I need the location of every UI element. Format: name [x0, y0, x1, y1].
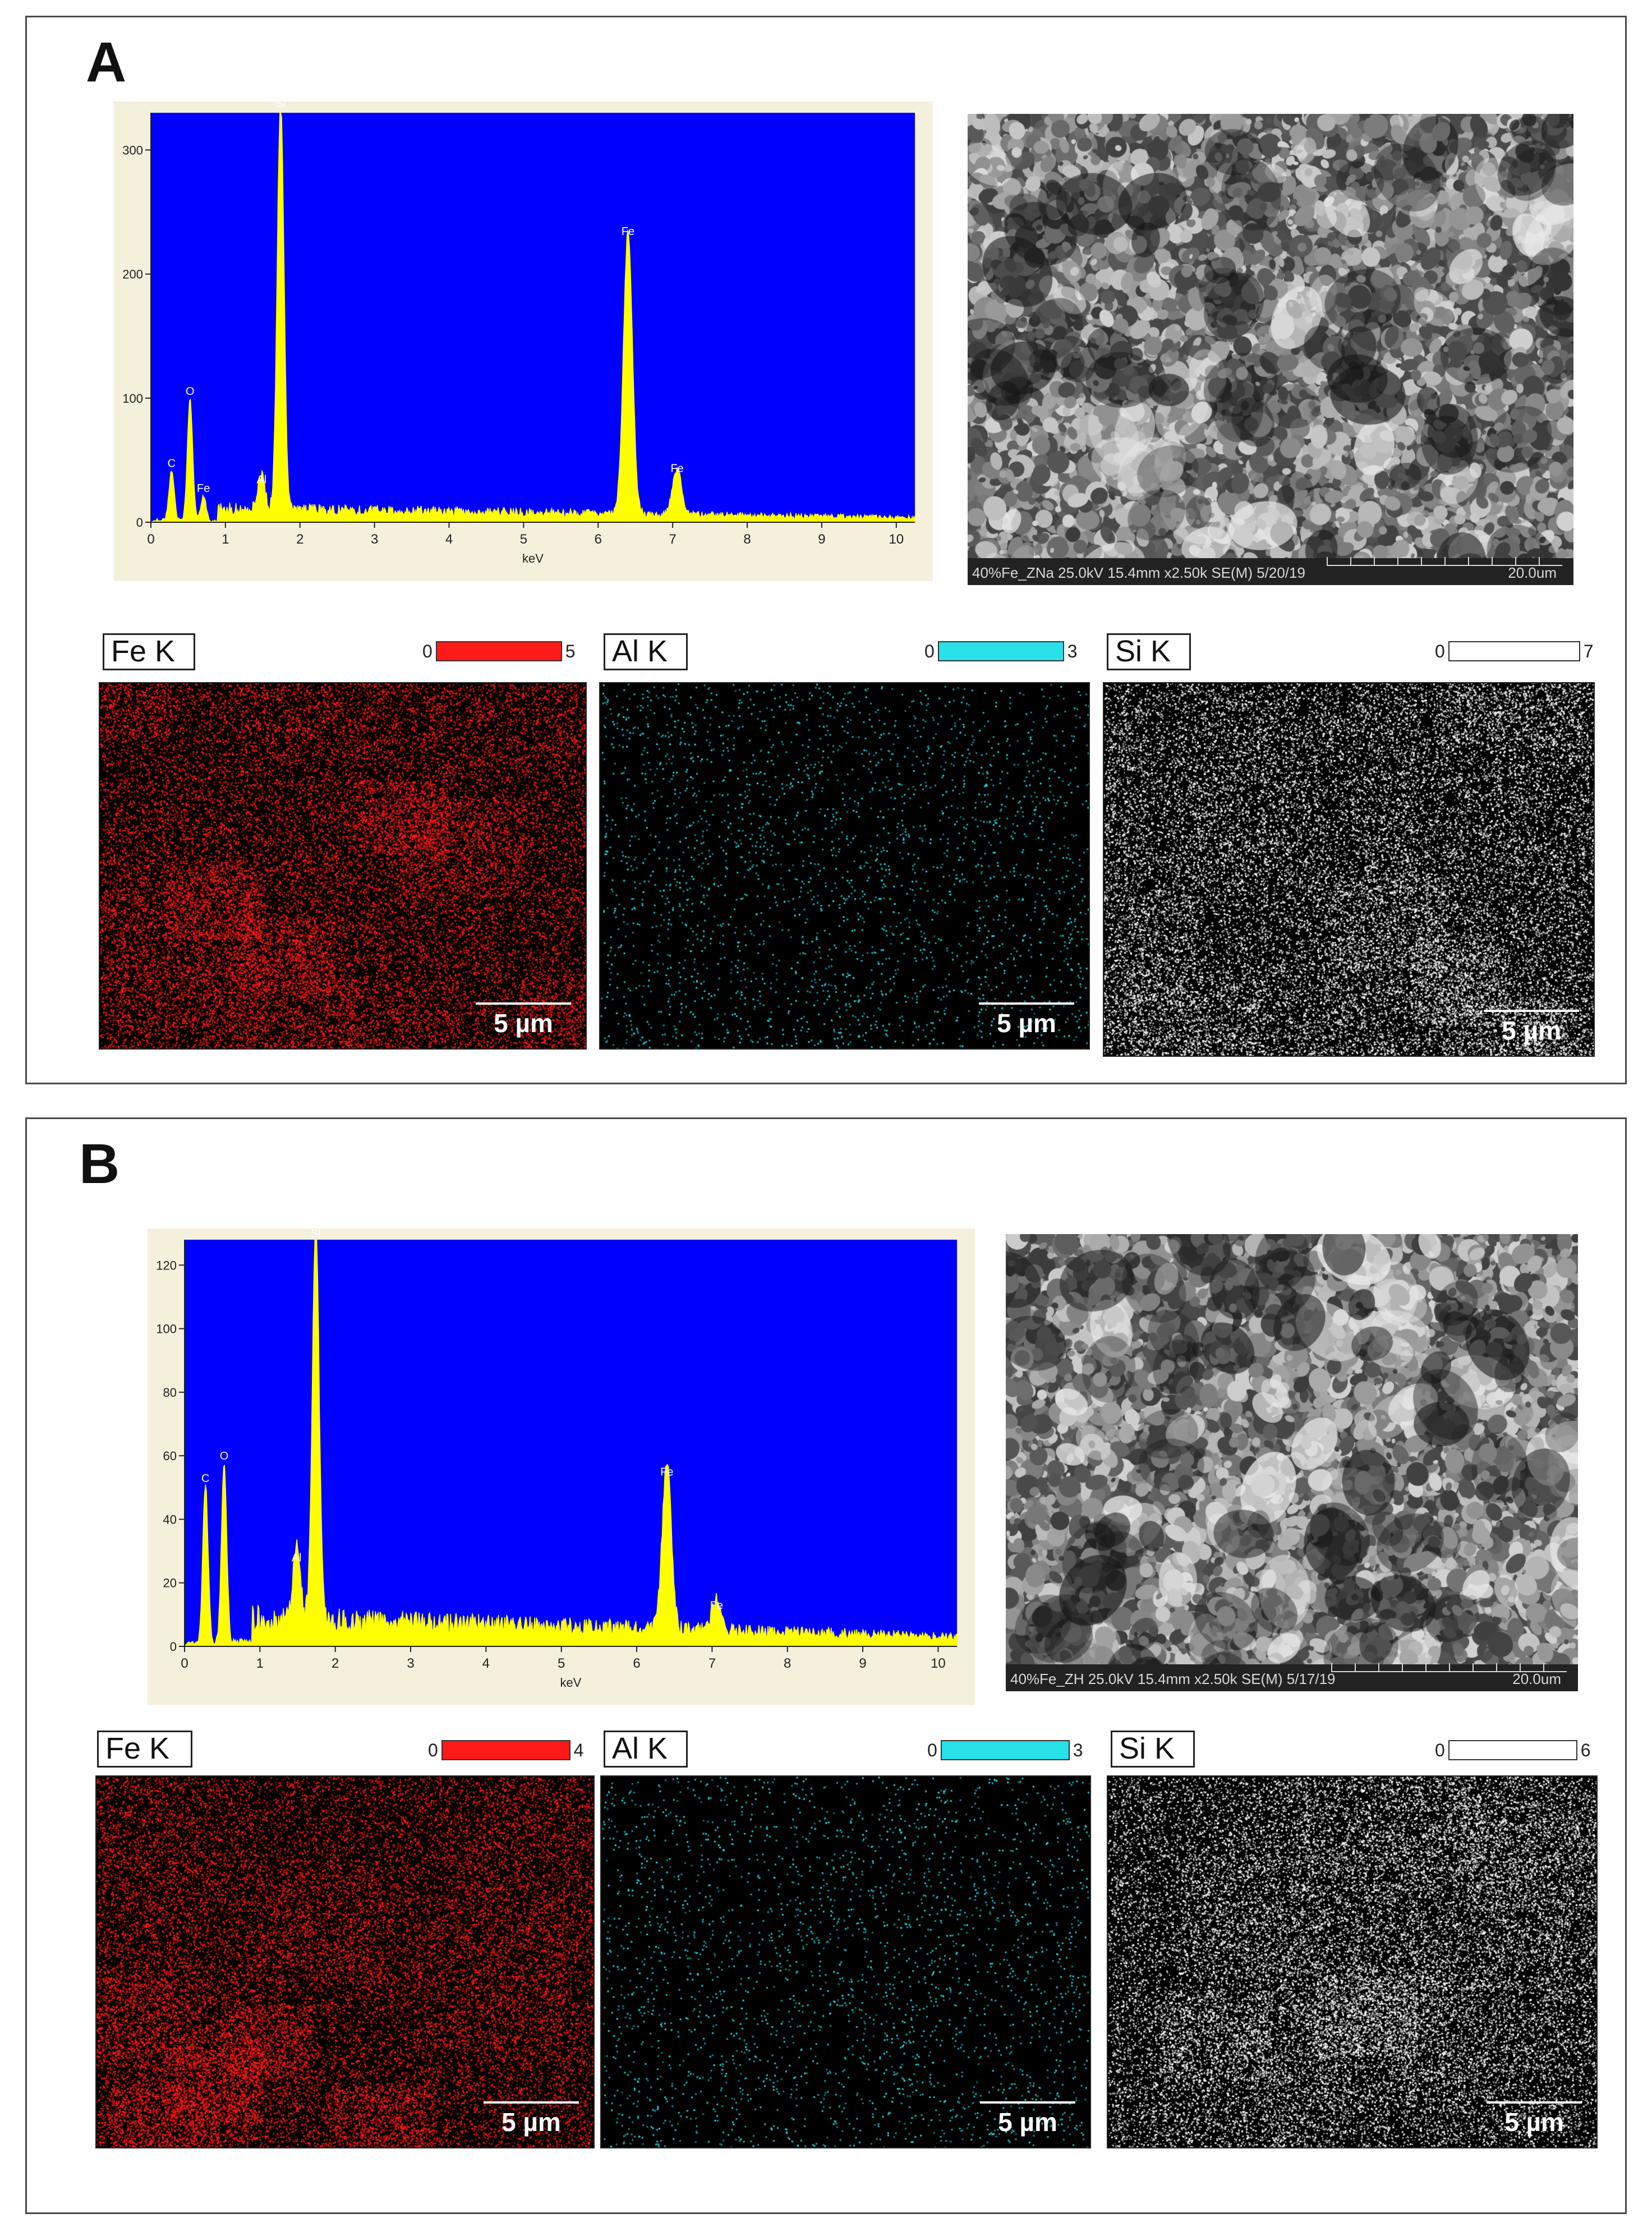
map-title-al: Al K [604, 633, 688, 670]
peak-label: Al [292, 1552, 302, 1564]
x-tick-label: 5 [520, 532, 527, 547]
sem-scale-label: 20.0um [1512, 1671, 1561, 1687]
map-title-fe: Fe K [103, 633, 195, 670]
peak-label: O [186, 385, 195, 398]
map-colorbar-si: 0 7 [1435, 641, 1594, 661]
map-colorbar-al: 0 3 [924, 641, 1078, 661]
sem-image: 40%Fe_ZH 25.0kV 15.4mm x2.50k SE(M) 5/17… [1006, 1234, 1578, 1691]
peak-label: C [201, 1472, 209, 1485]
x-tick-label: 10 [931, 1656, 946, 1671]
sem-info-text: 40%Fe_ZH 25.0kV 15.4mm x2.50k SE(M) 5/17… [1010, 1671, 1336, 1687]
elemental-map-al: 5 µm [599, 682, 1090, 1050]
sem-scale-ticks [1327, 557, 1562, 566]
x-tick-label: 10 [889, 532, 904, 547]
peak-label: Fe [710, 1599, 723, 1612]
spectrum-series [183, 1239, 958, 1647]
map-title-si: Si K [1107, 633, 1191, 670]
y-tick-label: 20 [163, 1576, 177, 1590]
x-tick-label: 4 [445, 532, 453, 547]
elemental-map-si: 5 µm [1107, 1775, 1598, 2148]
sem-scale-ticks [1331, 1663, 1567, 1672]
elemental-map-fe: 5 µm [99, 682, 587, 1050]
x-tick-label: 7 [708, 1656, 716, 1671]
peak-label: Si [311, 1228, 321, 1240]
map-title-fe: Fe K [97, 1731, 192, 1768]
elemental-map-si: 5 µm [1103, 682, 1595, 1057]
x-tick-label: 1 [222, 532, 229, 547]
map-scale-bar: 5 µm [1487, 2101, 1582, 2137]
map-scale-bar: 5 µm [980, 2101, 1075, 2137]
map-scale-bar: 5 µm [979, 1002, 1074, 1038]
peak-label: Si [275, 98, 286, 110]
panel-label: B [79, 1133, 120, 1195]
colorbar-fill [937, 641, 1064, 661]
x-tick-label: 2 [296, 532, 303, 547]
x-tick-label: 1 [256, 1656, 264, 1671]
map-scale-bar: 5 µm [484, 2101, 579, 2137]
x-tick-label: 8 [784, 1656, 791, 1671]
x-tick-label: 6 [633, 1656, 640, 1671]
colorbar-fill [441, 1740, 570, 1760]
y-tick-label: 40 [163, 1512, 177, 1526]
y-tick-label: 200 [122, 268, 143, 282]
peak-label: Al [257, 473, 267, 486]
map-colorbar-al: 0 3 [927, 1740, 1083, 1760]
x-tick-label: 0 [181, 1656, 188, 1671]
peak-label: Fe [622, 226, 634, 238]
y-tick-label: 80 [163, 1386, 177, 1400]
y-tick-label: 60 [163, 1449, 177, 1463]
x-tick-label: 9 [818, 532, 825, 547]
x-tick-label: 5 [558, 1656, 565, 1671]
colorbar-fill [1448, 1740, 1577, 1760]
x-axis-label: keV [522, 551, 544, 565]
map-title-si: Si K [1111, 1731, 1195, 1768]
x-tick-label: 3 [407, 1656, 414, 1671]
eds-spectrum: C O Al Si Fe Fe 0 1 2 3 4 5 6 7 8 9 10 keV 0 20 40 60 80 100 120 [148, 1228, 975, 1705]
elemental-map-al: 5 µm [600, 1775, 1091, 2148]
x-axis-label: keV [560, 1676, 582, 1690]
elemental-map-fe: 5 µm [95, 1775, 595, 2148]
y-tick-label: 100 [122, 392, 143, 406]
plot-area [151, 113, 915, 522]
y-tick-label: 300 [122, 143, 143, 157]
x-tick-label: 3 [371, 532, 378, 547]
x-tick-label: 4 [482, 1656, 490, 1671]
panel-b: B C O Al Si Fe Fe 0 1 2 3 4 5 6 7 8 9 10 keV 0 20 40 60 80 100 1… [25, 1117, 1627, 2214]
map-title-al: Al K [604, 1731, 688, 1768]
peak-label: O [220, 1450, 229, 1462]
x-tick-label: 0 [147, 532, 154, 547]
colorbar-fill [1448, 641, 1580, 661]
map-colorbar-fe: 0 5 [422, 641, 576, 661]
map-colorbar-fe: 0 4 [428, 1740, 584, 1760]
panel-label: A [86, 31, 127, 94]
y-tick-label: 120 [156, 1258, 177, 1272]
eds-spectrum: C O Fe Al Si Fe Fe 0 1 2 3 4 5 6 7 8 9 10 keV 0 100 200 300 [114, 98, 933, 581]
y-tick-label: 0 [136, 516, 143, 530]
x-tick-label: 6 [595, 532, 602, 547]
x-tick-label: 7 [669, 532, 676, 547]
sem-info-text: 40%Fe_ZNa 25.0kV 15.4mm x2.50k SE(M) 5/2… [972, 564, 1305, 581]
map-colorbar-si: 0 6 [1435, 1740, 1591, 1760]
sem-scale-label: 20.0um [1508, 564, 1557, 581]
panel-a: A C O Fe Al Si Fe Fe 0 1 2 3 4 5 6 7 8 9 10 keV 0 100 200 300 … [25, 16, 1627, 1084]
peak-label: C [168, 458, 176, 470]
colorbar-fill [435, 641, 562, 661]
spectrum-series [150, 112, 915, 523]
x-tick-label: 8 [743, 532, 751, 547]
sem-image: 40%Fe_ZNa 25.0kV 15.4mm x2.50k SE(M) 5/2… [968, 114, 1573, 585]
map-scale-bar: 5 µm [1484, 1010, 1579, 1046]
peak-label: Fe [197, 482, 210, 495]
colorbar-fill [940, 1740, 1070, 1760]
peak-label: Fe [660, 1466, 673, 1478]
x-tick-label: 9 [859, 1656, 866, 1671]
x-tick-label: 2 [332, 1656, 339, 1671]
y-tick-label: 100 [156, 1322, 177, 1336]
spectrum-svg: CO Al Si Fe Fe 0 1 2 3 4 5 6 7 8 9 10 keV 0 20 40 60 80 100 120 [156, 1228, 958, 1690]
peak-label: Fe [670, 462, 683, 475]
map-scale-bar: 5 µm [476, 1002, 571, 1038]
y-tick-label: 0 [170, 1640, 177, 1654]
spectrum-svg: C O Fe Al Si Fe Fe 0 1 2 3 4 5 6 7 8 9 10 keV 0 100 200 300 [122, 98, 915, 565]
